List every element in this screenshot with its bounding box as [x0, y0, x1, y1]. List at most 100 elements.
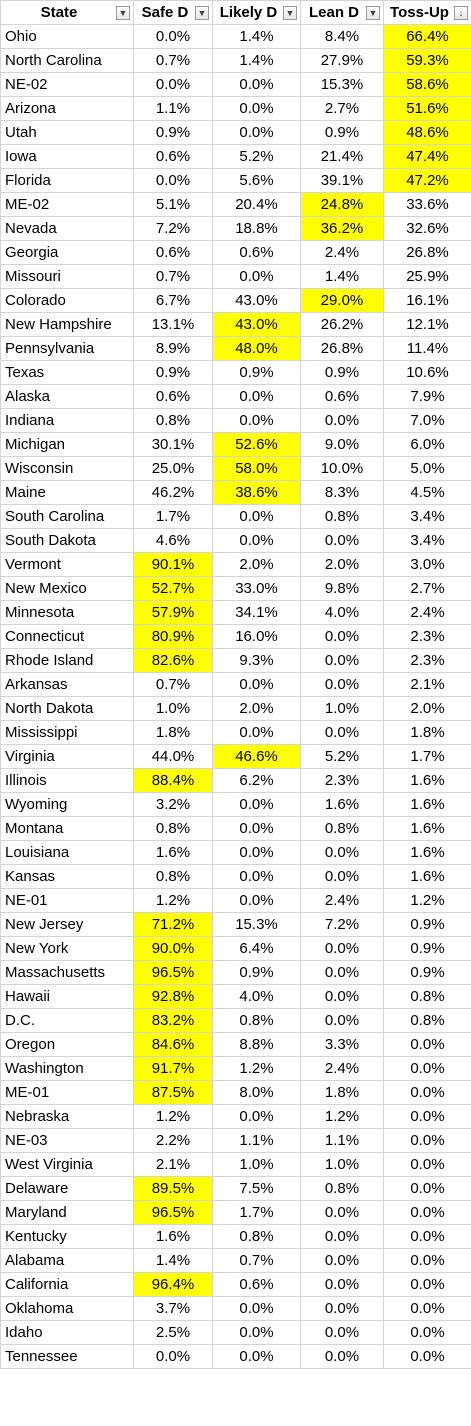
cell-toss-up[interactable]: 6.0% [383, 432, 471, 457]
cell-likely-d[interactable]: 0.0% [212, 528, 301, 553]
cell-lean-d[interactable]: 26.2% [300, 312, 384, 337]
cell-safe-d[interactable]: 5.1% [133, 192, 213, 217]
cell-lean-d[interactable]: 0.0% [300, 936, 384, 961]
cell-safe-d[interactable]: 84.6% [133, 1032, 213, 1057]
cell-toss-up[interactable]: 0.0% [383, 1176, 471, 1201]
cell-safe-d[interactable]: 88.4% [133, 768, 213, 793]
cell-likely-d[interactable]: 34.1% [212, 600, 301, 625]
cell-safe-d[interactable]: 91.7% [133, 1056, 213, 1081]
cell-state[interactable]: Oklahoma [0, 1296, 134, 1321]
cell-safe-d[interactable]: 2.1% [133, 1152, 213, 1177]
cell-toss-up[interactable]: 1.6% [383, 816, 471, 841]
cell-state[interactable]: D.C. [0, 1008, 134, 1033]
dropdown-arrow-icon[interactable]: ▼ [116, 6, 130, 20]
cell-toss-up[interactable]: 2.7% [383, 576, 471, 601]
cell-safe-d[interactable]: 52.7% [133, 576, 213, 601]
cell-toss-up[interactable]: 1.6% [383, 792, 471, 817]
cell-likely-d[interactable]: 0.6% [212, 1272, 301, 1297]
cell-safe-d[interactable]: 0.6% [133, 240, 213, 265]
cell-likely-d[interactable]: 0.0% [212, 264, 301, 289]
cell-likely-d[interactable]: 18.8% [212, 216, 301, 241]
cell-toss-up[interactable]: 0.0% [383, 1152, 471, 1177]
cell-likely-d[interactable]: 0.0% [212, 1296, 301, 1321]
cell-toss-up[interactable]: 0.0% [383, 1344, 471, 1369]
cell-safe-d[interactable]: 2.5% [133, 1320, 213, 1345]
cell-lean-d[interactable]: 0.0% [300, 648, 384, 673]
cell-state[interactable]: Rhode Island [0, 648, 134, 673]
cell-likely-d[interactable]: 0.0% [212, 1104, 301, 1129]
cell-likely-d[interactable]: 16.0% [212, 624, 301, 649]
cell-likely-d[interactable]: 43.0% [212, 288, 301, 313]
cell-lean-d[interactable]: 0.0% [300, 1320, 384, 1345]
cell-toss-up[interactable]: 66.4% [383, 24, 471, 49]
cell-toss-up[interactable]: 2.0% [383, 696, 471, 721]
cell-lean-d[interactable]: 24.8% [300, 192, 384, 217]
cell-toss-up[interactable]: 0.0% [383, 1104, 471, 1129]
cell-state[interactable]: Texas [0, 360, 134, 385]
cell-state[interactable]: Georgia [0, 240, 134, 265]
cell-safe-d[interactable]: 1.0% [133, 696, 213, 721]
cell-state[interactable]: Michigan [0, 432, 134, 457]
cell-likely-d[interactable]: 1.7% [212, 1200, 301, 1225]
cell-toss-up[interactable]: 5.0% [383, 456, 471, 481]
cell-lean-d[interactable]: 10.0% [300, 456, 384, 481]
cell-safe-d[interactable]: 2.2% [133, 1128, 213, 1153]
cell-lean-d[interactable]: 0.0% [300, 1248, 384, 1273]
cell-state[interactable]: South Carolina [0, 504, 134, 529]
cell-state[interactable]: ME-02 [0, 192, 134, 217]
cell-safe-d[interactable]: 3.2% [133, 792, 213, 817]
dropdown-arrow-icon[interactable]: ▼ [283, 6, 297, 20]
cell-lean-d[interactable]: 0.8% [300, 816, 384, 841]
cell-safe-d[interactable]: 0.6% [133, 144, 213, 169]
cell-safe-d[interactable]: 90.0% [133, 936, 213, 961]
cell-state[interactable]: Connecticut [0, 624, 134, 649]
cell-safe-d[interactable]: 4.6% [133, 528, 213, 553]
cell-likely-d[interactable]: 0.7% [212, 1248, 301, 1273]
cell-state[interactable]: NE-02 [0, 72, 134, 97]
cell-lean-d[interactable]: 2.4% [300, 240, 384, 265]
cell-likely-d[interactable]: 0.0% [212, 864, 301, 889]
cell-toss-up[interactable]: 1.6% [383, 768, 471, 793]
cell-state[interactable]: Virginia [0, 744, 134, 769]
cell-likely-d[interactable]: 0.8% [212, 1224, 301, 1249]
cell-safe-d[interactable]: 0.6% [133, 384, 213, 409]
cell-safe-d[interactable]: 44.0% [133, 744, 213, 769]
cell-lean-d[interactable]: 2.7% [300, 96, 384, 121]
cell-safe-d[interactable]: 1.2% [133, 888, 213, 913]
cell-safe-d[interactable]: 1.1% [133, 96, 213, 121]
cell-state[interactable]: Maryland [0, 1200, 134, 1225]
cell-likely-d[interactable]: 1.0% [212, 1152, 301, 1177]
cell-safe-d[interactable]: 80.9% [133, 624, 213, 649]
cell-toss-up[interactable]: 0.0% [383, 1128, 471, 1153]
cell-toss-up[interactable]: 4.5% [383, 480, 471, 505]
cell-safe-d[interactable]: 83.2% [133, 1008, 213, 1033]
cell-lean-d[interactable]: 0.6% [300, 384, 384, 409]
cell-state[interactable]: Massachusetts [0, 960, 134, 985]
cell-safe-d[interactable]: 7.2% [133, 216, 213, 241]
cell-state[interactable]: North Carolina [0, 48, 134, 73]
cell-likely-d[interactable]: 0.0% [212, 840, 301, 865]
cell-state[interactable]: Nebraska [0, 1104, 134, 1129]
cell-lean-d[interactable]: 0.0% [300, 1200, 384, 1225]
cell-lean-d[interactable]: 0.0% [300, 624, 384, 649]
cell-lean-d[interactable]: 0.0% [300, 672, 384, 697]
cell-toss-up[interactable]: 3.4% [383, 528, 471, 553]
cell-toss-up[interactable]: 2.3% [383, 624, 471, 649]
cell-toss-up[interactable]: 59.3% [383, 48, 471, 73]
cell-safe-d[interactable]: 71.2% [133, 912, 213, 937]
cell-likely-d[interactable]: 0.0% [212, 1320, 301, 1345]
dropdown-arrow-icon[interactable]: ▼ [366, 6, 380, 20]
cell-safe-d[interactable]: 92.8% [133, 984, 213, 1009]
cell-lean-d[interactable]: 3.3% [300, 1032, 384, 1057]
cell-toss-up[interactable]: 3.0% [383, 552, 471, 577]
cell-likely-d[interactable]: 0.0% [212, 816, 301, 841]
cell-likely-d[interactable]: 0.9% [212, 360, 301, 385]
cell-lean-d[interactable]: 0.0% [300, 528, 384, 553]
cell-safe-d[interactable]: 0.7% [133, 672, 213, 697]
cell-safe-d[interactable]: 57.9% [133, 600, 213, 625]
cell-state[interactable]: Ohio [0, 24, 134, 49]
cell-state[interactable]: Utah [0, 120, 134, 145]
cell-likely-d[interactable]: 8.0% [212, 1080, 301, 1105]
cell-likely-d[interactable]: 1.4% [212, 24, 301, 49]
cell-lean-d[interactable]: 0.8% [300, 504, 384, 529]
